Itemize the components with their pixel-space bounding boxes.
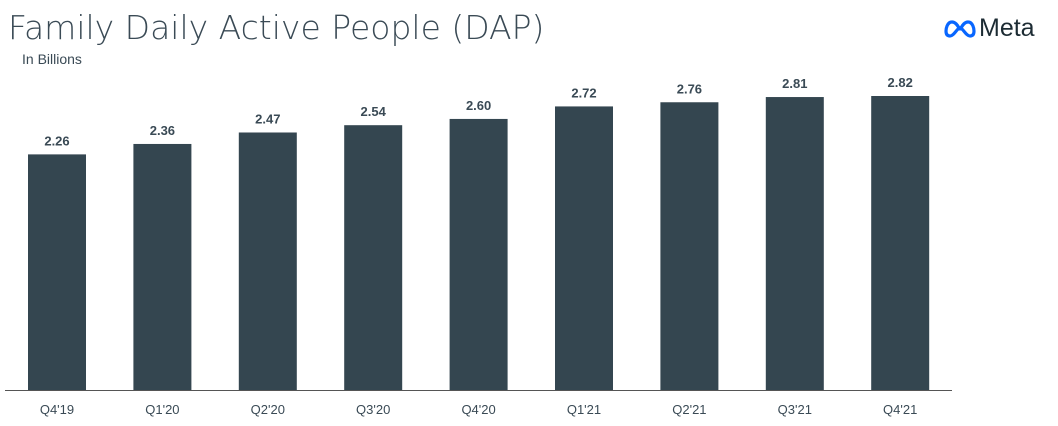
bar	[238, 132, 297, 390]
x-tick-label: Q3'20	[356, 402, 390, 417]
data-label: 2.26	[44, 133, 69, 148]
x-tick-label: Q2'21	[672, 402, 706, 417]
meta-logo-text: Meta	[979, 14, 1035, 42]
meta-logo: Meta	[944, 14, 1035, 43]
meta-infinity-icon	[944, 19, 976, 38]
data-label: 2.47	[255, 111, 280, 126]
data-label: 2.36	[150, 123, 175, 138]
data-label: 2.76	[677, 81, 702, 96]
data-label: 2.82	[888, 75, 913, 90]
bar	[555, 106, 613, 390]
data-label: 2.60	[466, 98, 491, 113]
chart-title: Family Daily Active People (DAP)	[8, 8, 545, 47]
bar	[765, 97, 824, 391]
x-tick-label: Q3'21	[778, 402, 812, 417]
x-tick-label: Q4'19	[40, 402, 74, 417]
bar	[344, 125, 403, 390]
x-tick-label: Q1'21	[567, 402, 601, 417]
x-tick-label: Q2'20	[251, 402, 285, 417]
x-tick-label: Q1'20	[145, 402, 179, 417]
bar	[871, 96, 930, 390]
data-label: 2.81	[782, 76, 807, 91]
data-label: 2.72	[571, 85, 596, 100]
bar	[133, 143, 192, 390]
bar	[449, 118, 508, 391]
bar	[660, 102, 719, 391]
x-tick-label: Q4'20	[461, 402, 495, 417]
chart-subtitle: In Billions	[22, 51, 82, 67]
x-tick-label: Q4'21	[883, 402, 917, 417]
bar	[28, 154, 86, 390]
data-label: 2.54	[361, 104, 387, 119]
